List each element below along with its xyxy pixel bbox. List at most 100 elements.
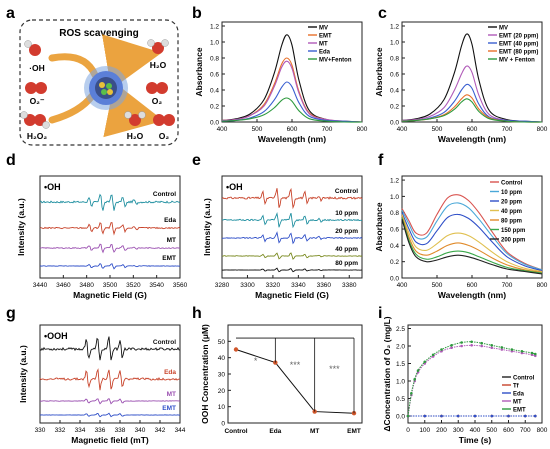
y-tick-label: 1.5 — [396, 361, 405, 368]
data-point — [460, 341, 463, 344]
significance-marker: *** — [290, 360, 301, 370]
y-tick-label: 40 — [218, 355, 226, 362]
y-tick-label: 0.4 — [390, 88, 399, 95]
epr-spectrum-line — [221, 252, 363, 260]
x-tick-label: 330 — [35, 427, 46, 434]
schematic-right-label: O₂ — [152, 96, 163, 106]
schematic-title: ROS scavenging — [59, 28, 138, 39]
x-tick-label: 600 — [287, 126, 298, 133]
y-tick-label: 0.0 — [396, 414, 405, 421]
x-tick-label: 3320 — [266, 282, 281, 289]
epr-spectrum-line — [221, 267, 362, 273]
epr-spectrum-line — [39, 412, 181, 418]
x-tick-label: MT — [310, 428, 319, 435]
nanoparticle-icon — [84, 66, 128, 110]
x-axis-label: Wavelength (nm) — [258, 134, 326, 144]
series-label: Control — [335, 188, 358, 195]
y-tick-label: 0.6 — [210, 72, 219, 79]
chart-annotation: •OH — [226, 182, 243, 192]
legend-label: EMT (80 ppm) — [499, 50, 538, 56]
y-tick-label: 50 — [218, 339, 226, 346]
y-tick-label: 0.0 — [210, 120, 219, 127]
data-point — [233, 347, 239, 352]
y-tick-label: 1.0 — [210, 40, 219, 47]
x-tick-label: 700 — [520, 427, 531, 434]
y-tick-label: 1.0 — [390, 40, 399, 47]
schematic-left-label: ·OH — [29, 63, 45, 73]
y-tick-label: 2.0 — [396, 344, 405, 351]
x-tick-label: 3520 — [126, 282, 141, 289]
x-tick-label: Eda — [269, 428, 281, 435]
panel-letter-e: e — [192, 152, 201, 169]
data-point — [534, 414, 537, 418]
legend-label: MV+Fenton — [319, 58, 352, 64]
ros-schematic: ROS scavenging ·OH O₂⁻ H₂O₂ — [19, 19, 179, 146]
x-tick-label: 200 — [436, 427, 447, 434]
plot-frame — [221, 175, 363, 279]
epr-chart: 3280 3300 3320 3340 3360 3380 Magnetic Field (… — [202, 175, 363, 300]
x-tick-label: 500 — [432, 126, 443, 133]
legend-label: 10 ppm — [501, 190, 522, 196]
x-tick-label: 3360 — [317, 282, 332, 289]
epr-spectrum-line — [39, 397, 181, 405]
data-point — [473, 414, 477, 418]
x-tick-label: 400 — [397, 126, 408, 133]
x-axis-label: Wavelength (nm) — [438, 134, 506, 144]
series-line — [401, 215, 543, 273]
legend-label: EMT — [513, 408, 526, 414]
x-tick-label: 700 — [502, 282, 513, 289]
x-tick-label: 344 — [175, 427, 186, 434]
data-point — [470, 340, 473, 344]
panel-letter-d: d — [6, 152, 16, 169]
series-line — [407, 344, 536, 417]
panel-letter-h: h — [192, 305, 202, 322]
series-label: 10 ppm — [335, 210, 358, 217]
series-label: 40 ppm — [335, 246, 358, 253]
legend-label: 20 ppm — [501, 200, 522, 206]
x-tick-label: 600 — [467, 126, 478, 133]
x-tick-label: 700 — [322, 126, 333, 133]
legend-label: Tf — [513, 384, 520, 390]
x-tick-label: 500 — [486, 427, 497, 434]
x-tick-label: 0 — [406, 427, 410, 434]
data-point — [523, 414, 527, 418]
y-tick-label: 0.4 — [210, 88, 219, 95]
panel-letter-b: b — [192, 5, 202, 22]
legend-label: MT — [319, 42, 328, 48]
epr-chart: 330 332 334 336 338 340 342 344 Magnetic field (… — [18, 324, 186, 445]
series-line — [235, 349, 355, 414]
x-tick-label: Control — [224, 428, 247, 435]
legend-label: EMT (20 ppm) — [499, 34, 538, 40]
series-label: MT — [167, 391, 176, 398]
series-label: 20 ppm — [335, 228, 358, 235]
significance-marker: * — [254, 356, 258, 366]
x-tick-label: 342 — [155, 427, 166, 434]
series-line — [401, 202, 543, 271]
x-axis-label: Wavelength (nm) — [438, 290, 506, 300]
legend-label: MV — [319, 26, 328, 32]
x-tick-label: 400 — [217, 126, 228, 133]
y-tick-label: 1.2 — [390, 178, 399, 185]
x-axis-label: Magnetic Field (G) — [73, 290, 147, 300]
y-tick-label: 0 — [221, 421, 225, 428]
series-line — [221, 81, 363, 123]
x-tick-label: 800 — [357, 126, 368, 133]
epr-spectrum-line — [221, 231, 363, 245]
x-tick-label: 3560 — [173, 282, 188, 289]
panel-letter-f: f — [378, 152, 384, 169]
y-tick-label: 0.8 — [390, 56, 399, 63]
y-tick-label: 0.2 — [210, 104, 219, 111]
x-tick-label: 800 — [537, 126, 548, 133]
series-line — [221, 97, 363, 123]
series-line — [221, 34, 363, 123]
schematic-right-label: O₂ — [159, 131, 170, 141]
x-tick-label: 100 — [419, 427, 430, 434]
epr-spectrum-line — [39, 222, 181, 236]
series-line — [401, 212, 543, 272]
x-tick-label: 3340 — [291, 282, 306, 289]
x-axis-label: Time (s) — [459, 435, 492, 445]
x-tick-label: 3460 — [56, 282, 71, 289]
legend-label: 80 ppm — [501, 219, 522, 225]
oxygen-molecule-icon — [153, 114, 175, 126]
water-molecule-icon — [124, 111, 146, 126]
